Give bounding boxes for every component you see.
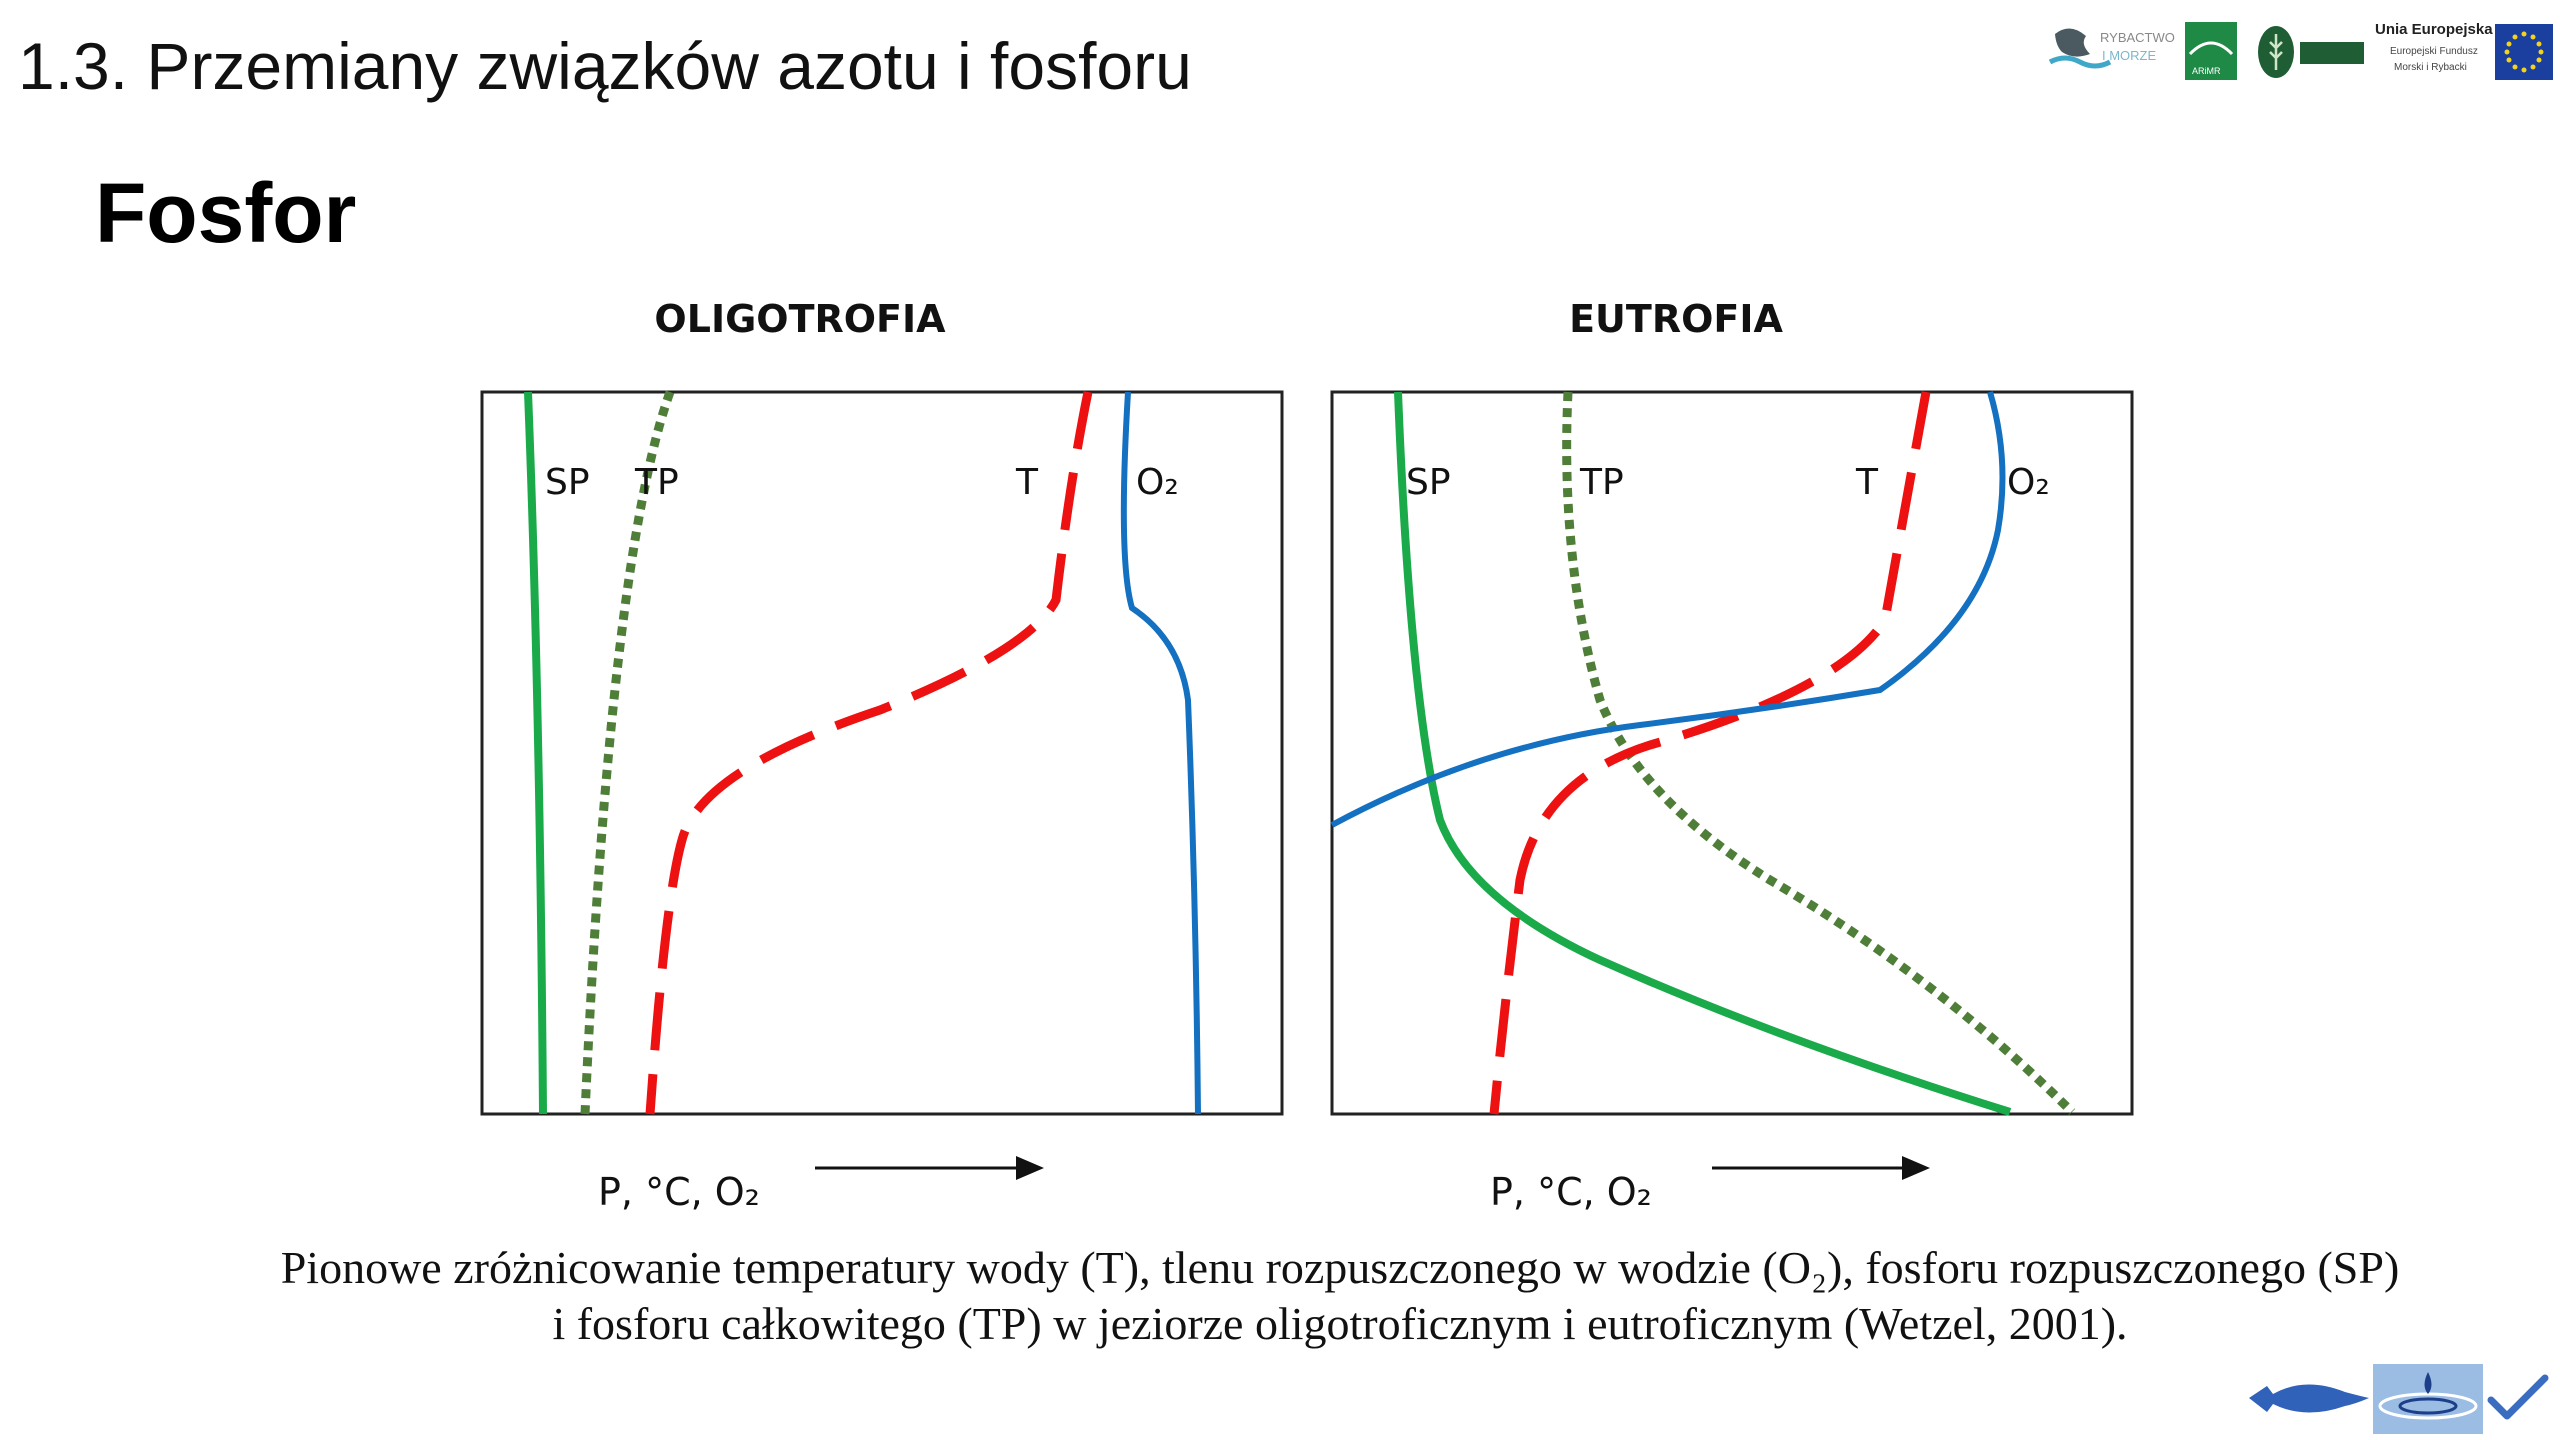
logo-strip: RYBACTWO I MORZE ARiMR Unia Europejska E… (2048, 21, 2553, 80)
tp-curve-eutrofia (1562, 391, 2076, 1116)
imorze-text: I MORZE (2102, 48, 2156, 63)
eu-sub2: Morski i Rybacki (2394, 62, 2467, 73)
checkmark-icon (2487, 1374, 2549, 1420)
arrowhead-icon (1016, 1156, 1044, 1180)
o2-curve-oligotrofia (1120, 391, 1201, 1115)
eu-title: Unia Europejska (2375, 21, 2493, 38)
caption-line-2: i fosforu całkowitego (TP) w jeziorze ol… (552, 1298, 2128, 1349)
o2-curve-eutrofia (1330, 391, 2006, 828)
label-tp-oligotrofia: TP (634, 462, 679, 503)
arimr-text: ARiMR (2192, 66, 2221, 76)
label-t-oligotrofia: T (1015, 462, 1039, 503)
eu-sub1: Europejski Fundusz (2390, 46, 2478, 57)
tp-curve-oligotrofia (580, 390, 675, 1115)
ministry-logo (2258, 26, 2364, 78)
label-tp-eutrofia: TP (1579, 462, 1624, 503)
sp-curve-eutrofia (1394, 391, 2012, 1116)
label-sp-oligotrofia: SP (545, 462, 590, 503)
label-o2-eutrofia: O₂ (2007, 462, 2050, 503)
sp-curve-oligotrofia (524, 391, 547, 1115)
label-o2-oligotrofia: O₂ (1136, 462, 1179, 503)
t-curve-eutrofia (1489, 391, 1931, 1115)
caption-line-1: Pionowe zróżnicowanie temperatury wody (… (280, 1242, 2400, 1293)
rybactwo-text: RYBACTWO (2100, 30, 2175, 45)
label-t-eutrofia: T (1855, 462, 1879, 503)
section-heading: Fosfor (95, 166, 357, 260)
arimr-logo: ARiMR (2185, 22, 2237, 80)
slide-title: 1.3. Przemiany związków azotu i fosforu (18, 29, 1192, 103)
wheat-icon (2269, 34, 2283, 70)
arrowhead-icon (1902, 1156, 1930, 1180)
depth-profile-diagram: OLIGOTROFIA SP TP T O₂ P, °C, O₂ EUTROFI… (480, 297, 2134, 1214)
rybactwo-logo: RYBACTWO I MORZE (2048, 28, 2175, 69)
wave-icon (2048, 55, 2112, 69)
label-sp-eutrofia: SP (1406, 462, 1451, 503)
water-drop-icon (2373, 1364, 2483, 1434)
footer-logo (2249, 1364, 2549, 1434)
panel-title-eutrofia: EUTROFIA (1569, 297, 1783, 341)
axis-label-oligotrofia: P, °C, O₂ (598, 1170, 760, 1214)
bird-icon (2055, 28, 2090, 57)
panel-frame-oligotrofia (480, 390, 1284, 1116)
eu-logo: Unia Europejska Europejski Fundusz Morsk… (2375, 21, 2553, 80)
panel-title-oligotrofia: OLIGOTROFIA (654, 297, 946, 341)
fish-icon (2249, 1384, 2369, 1413)
t-curve-oligotrofia (645, 391, 1093, 1115)
axis-label-eutrofia: P, °C, O₂ (1490, 1170, 1652, 1214)
